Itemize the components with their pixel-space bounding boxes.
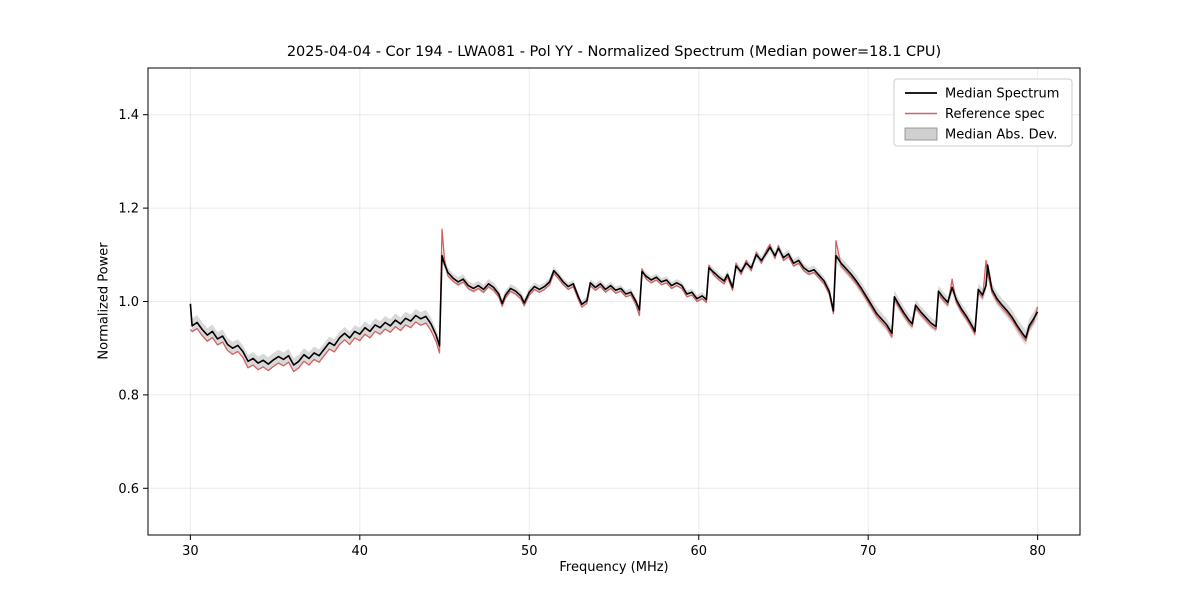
legend-mad-patch-sample	[904, 127, 938, 141]
x-tick-label: 50	[521, 544, 538, 559]
y-tick-label: 0.8	[118, 388, 139, 403]
x-axis-label: Frequency (MHz)	[559, 560, 669, 575]
x-tick-label: 30	[182, 544, 199, 559]
y-tick-label: 0.6	[118, 482, 139, 497]
legend-label: Reference spec	[945, 107, 1045, 122]
x-tick-label: 80	[1029, 544, 1046, 559]
y-tick-label: 1.0	[118, 295, 139, 310]
legend-box	[893, 78, 1073, 147]
chart-title: 2025-04-04 - Cor 194 - LWA081 - Pol YY -…	[286, 44, 942, 60]
axis-ticks	[143, 114, 1039, 540]
legend-label: Median Abs. Dev.	[945, 128, 1057, 143]
tick-labels: 30 40 50 60 70 80 0.6 0.8 1.0 1.2 1.4	[118, 108, 1046, 559]
x-tick-label: 70	[860, 544, 877, 559]
legend-label: Median Spectrum	[945, 87, 1059, 102]
y-axis-label: Normalized Power	[96, 242, 112, 360]
y-tick-label: 1.4	[118, 108, 139, 123]
x-tick-label: 60	[690, 544, 707, 559]
legend: Median Spectrum Reference spec Median Abs.…	[893, 78, 1073, 147]
median-line	[189, 246, 1039, 366]
reference-line	[189, 228, 1039, 373]
y-tick-label: 1.2	[118, 202, 139, 217]
mad-band	[190, 243, 1038, 372]
x-tick-label: 40	[352, 544, 369, 559]
